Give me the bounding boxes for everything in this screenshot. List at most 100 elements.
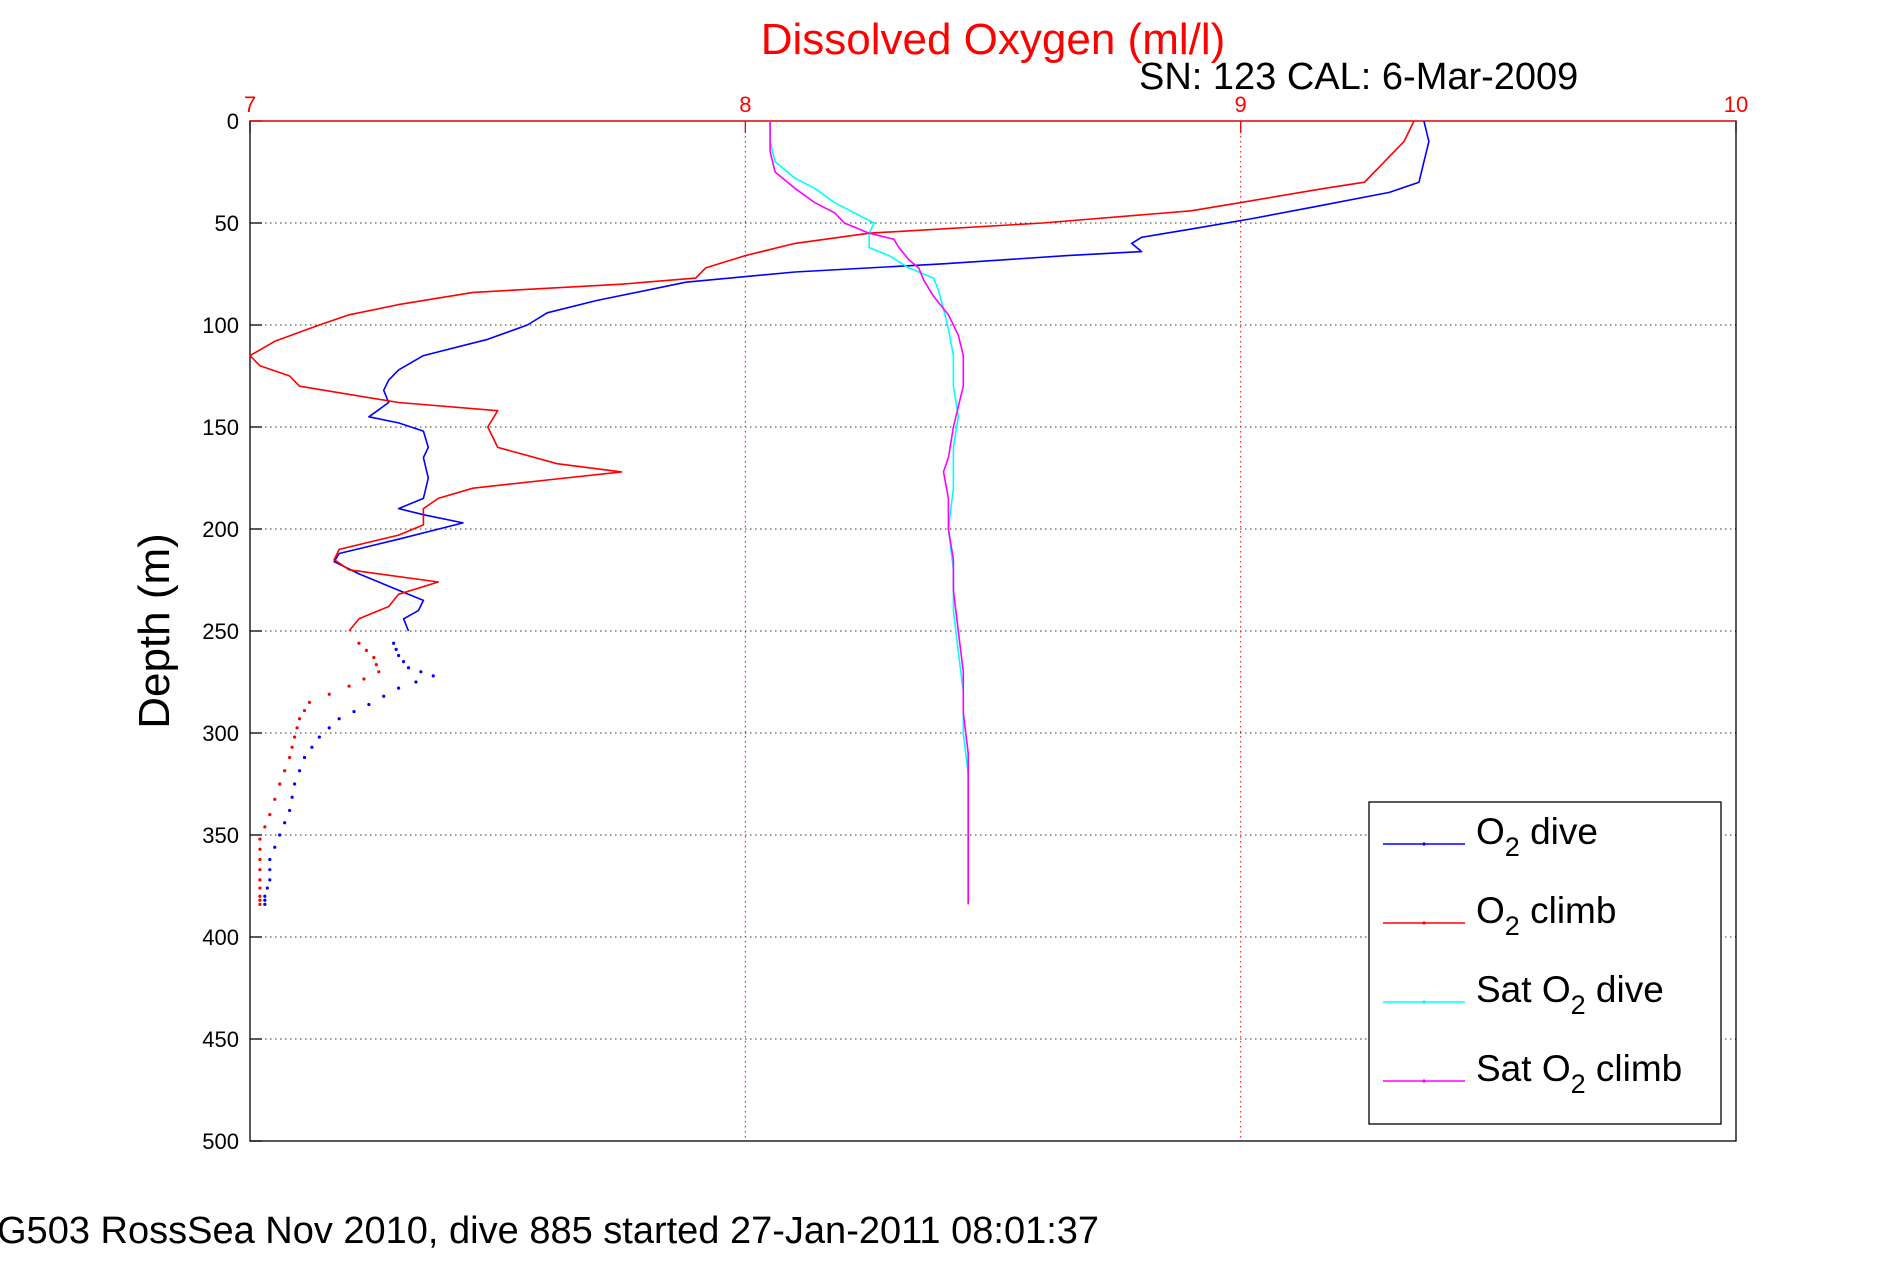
x-tick-label: 7 xyxy=(244,92,256,117)
data-point xyxy=(283,769,287,773)
data-point xyxy=(268,857,272,862)
data-point xyxy=(406,666,411,670)
data-point xyxy=(357,641,361,645)
series-lines xyxy=(249,120,1430,906)
legend-marker xyxy=(1422,1079,1426,1083)
data-point xyxy=(397,653,401,658)
data-point xyxy=(268,868,272,872)
legend-label: O2 climb xyxy=(1476,890,1616,941)
chart-subtitle: SN: 123 CAL: 6-Mar-2009 xyxy=(1139,56,1578,98)
data-point xyxy=(258,837,262,841)
y-tick-label: 300 xyxy=(202,721,239,746)
data-point xyxy=(419,670,423,674)
data-point xyxy=(382,694,386,698)
y-tick-label: 150 xyxy=(202,415,239,440)
data-point xyxy=(268,878,272,882)
legend-box xyxy=(1368,801,1722,1125)
data-point xyxy=(310,745,314,749)
data-point xyxy=(263,902,267,906)
legend-marker xyxy=(1422,1000,1426,1004)
y-tick-label: 0 xyxy=(227,109,239,134)
data-point xyxy=(302,708,307,713)
y-tick-labels: 0 50 100 150 200 250 300 350 400 450 500 xyxy=(202,109,239,1154)
x-tick-labels: 7 8 9 10 xyxy=(244,92,1748,117)
data-point xyxy=(258,868,262,872)
legend-label: Sat O2 climb xyxy=(1476,1048,1682,1099)
legend-entry: O2 climb xyxy=(1383,890,1616,941)
x-tick-label: 9 xyxy=(1235,92,1247,117)
data-point xyxy=(290,795,294,799)
data-point xyxy=(372,655,376,660)
data-point xyxy=(397,686,401,690)
data-point xyxy=(302,755,307,760)
chart-title: Dissolved Oxygen (ml/l) xyxy=(761,15,1226,64)
x-tick-label: 10 xyxy=(1724,92,1748,117)
data-point xyxy=(292,782,297,786)
data-point xyxy=(263,898,267,902)
data-point xyxy=(295,726,299,730)
y-tick-label: 500 xyxy=(202,1129,239,1154)
data-point xyxy=(367,702,371,707)
o2-dive-dotted-points xyxy=(263,641,435,906)
footer-caption: G503 RossSea Nov 2010, dive 885 started … xyxy=(0,1210,1100,1252)
data-point xyxy=(273,845,277,849)
legend-entry: Sat O2 dive xyxy=(1383,969,1664,1020)
y-tick-label: 400 xyxy=(202,925,239,950)
legend-label: O2 dive xyxy=(1476,811,1598,862)
data-point xyxy=(288,755,292,760)
y-tick-label: 450 xyxy=(202,1027,239,1052)
sat-o2-climb-line xyxy=(769,121,969,905)
data-point xyxy=(278,782,282,786)
data-point xyxy=(327,692,331,696)
data-point xyxy=(283,821,287,825)
data-point xyxy=(414,680,418,684)
data-point xyxy=(362,677,366,681)
data-point xyxy=(317,735,321,739)
legend-marker xyxy=(1422,921,1426,925)
data-point xyxy=(278,833,282,837)
data-point xyxy=(392,641,396,645)
y-axis-label: Depth (m) xyxy=(130,533,179,729)
data-point xyxy=(258,847,262,851)
y-tick-label: 50 xyxy=(215,211,239,236)
legend-entry: Sat O2 climb xyxy=(1383,1048,1682,1099)
data-point xyxy=(297,717,302,721)
data-point xyxy=(377,670,381,674)
data-point xyxy=(258,894,262,898)
data-point xyxy=(307,700,312,705)
legend: O2 dive O2 climb Sat O2 dive Sat O2 climb xyxy=(1368,801,1722,1125)
data-point xyxy=(288,808,292,813)
data-point xyxy=(347,684,351,688)
data-point xyxy=(258,898,262,902)
y-tick-label: 250 xyxy=(202,619,239,644)
x-tick-label: 8 xyxy=(739,92,751,117)
data-point xyxy=(337,717,341,721)
data-point xyxy=(265,886,269,890)
data-point xyxy=(258,878,262,882)
data-point xyxy=(431,674,435,678)
data-point xyxy=(364,648,369,652)
data-point xyxy=(263,825,267,829)
o2-climb-line xyxy=(249,120,1415,632)
legend-label: Sat O2 dive xyxy=(1476,969,1664,1020)
legend-marker xyxy=(1422,842,1426,846)
data-point xyxy=(401,660,406,664)
data-point xyxy=(268,813,272,817)
data-point xyxy=(258,902,262,906)
data-point xyxy=(374,663,378,667)
data-point xyxy=(290,745,294,749)
o2-climb-dotted-points xyxy=(258,641,381,906)
y-tick-label: 100 xyxy=(202,313,239,338)
data-point xyxy=(263,894,267,898)
y-tick-label: 350 xyxy=(202,823,239,848)
data-point xyxy=(258,886,262,890)
data-point xyxy=(292,735,297,739)
data-point xyxy=(327,726,331,730)
data-point xyxy=(394,647,398,651)
data-point xyxy=(273,797,277,801)
o2-dive-line xyxy=(333,120,1430,632)
y-tick-label: 200 xyxy=(202,517,239,542)
data-point xyxy=(258,857,262,862)
data-point xyxy=(297,769,302,773)
